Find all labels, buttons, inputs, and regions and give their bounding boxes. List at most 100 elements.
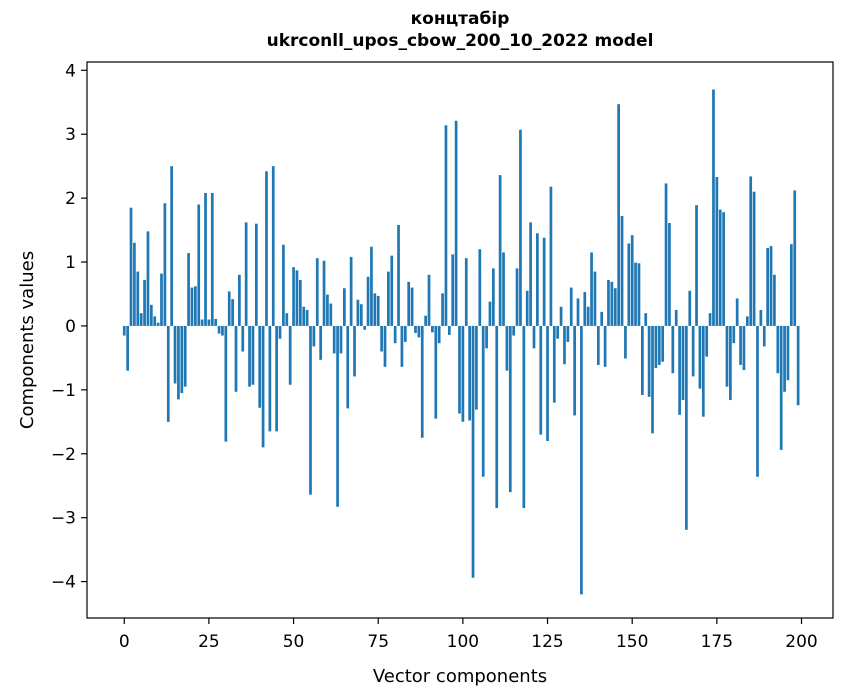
bar xyxy=(295,270,299,326)
bar xyxy=(624,325,627,359)
bar xyxy=(725,325,729,387)
bar xyxy=(437,325,441,344)
bar xyxy=(654,325,658,369)
bar xyxy=(180,325,184,394)
bar xyxy=(160,273,163,326)
bar xyxy=(383,325,387,367)
bar xyxy=(752,191,756,326)
bar xyxy=(133,242,136,326)
bar xyxy=(671,325,675,374)
bar xyxy=(427,274,431,326)
bar xyxy=(387,271,390,326)
x-tick-label: 100 xyxy=(447,632,479,652)
bar xyxy=(505,325,509,371)
bar xyxy=(197,204,201,326)
y-tick-label: 1 xyxy=(65,253,76,273)
bar xyxy=(359,304,363,326)
bar xyxy=(285,313,289,326)
bar xyxy=(515,268,519,326)
bar xyxy=(742,325,746,371)
bar xyxy=(773,274,776,326)
bar xyxy=(244,222,248,326)
bar xyxy=(705,325,709,357)
bar xyxy=(634,262,637,326)
bar xyxy=(776,325,780,374)
y-tick-label: 0 xyxy=(65,317,76,337)
bar xyxy=(268,325,272,432)
bar xyxy=(251,325,255,385)
bar xyxy=(221,325,224,336)
y-tick-label: −3 xyxy=(51,509,76,529)
bar xyxy=(678,325,681,415)
bar xyxy=(315,258,319,326)
bar xyxy=(756,325,759,477)
bar xyxy=(552,325,556,403)
bar xyxy=(607,279,610,326)
bar xyxy=(508,325,512,493)
bar xyxy=(170,166,174,326)
bar xyxy=(322,260,326,326)
bar xyxy=(312,325,316,347)
bar xyxy=(685,325,688,530)
bar xyxy=(478,249,482,326)
bar xyxy=(434,325,438,419)
bar xyxy=(122,325,126,336)
bar xyxy=(498,175,502,326)
bar xyxy=(789,244,793,326)
bar xyxy=(735,298,739,326)
x-tick-label: 125 xyxy=(531,632,563,652)
bar xyxy=(739,325,742,365)
bar xyxy=(282,244,285,326)
bar xyxy=(376,295,380,326)
bar xyxy=(681,325,685,401)
bar xyxy=(139,313,143,326)
bar xyxy=(227,291,231,326)
bar xyxy=(231,299,234,326)
bar xyxy=(749,176,753,326)
bar xyxy=(214,318,218,326)
bar xyxy=(166,325,170,422)
bar xyxy=(407,281,411,326)
y-axis-label: Components values xyxy=(17,251,38,429)
bar xyxy=(502,252,505,326)
bar xyxy=(586,306,590,326)
bar xyxy=(718,209,722,326)
y-tick-label: −1 xyxy=(51,381,76,401)
bar xyxy=(261,325,265,448)
bar xyxy=(779,325,783,450)
x-tick-label: 200 xyxy=(785,632,817,652)
y-tick-label: 3 xyxy=(65,125,76,145)
bar xyxy=(519,129,522,326)
bar xyxy=(326,294,329,326)
bar xyxy=(204,193,207,326)
bar xyxy=(495,325,499,509)
bar xyxy=(546,325,549,441)
bar xyxy=(373,293,377,326)
bar xyxy=(698,325,702,389)
bar xyxy=(414,325,417,333)
bar xyxy=(668,223,671,326)
bar xyxy=(745,316,749,326)
y-tick-label: −2 xyxy=(51,445,76,465)
bar xyxy=(722,212,725,326)
bar xyxy=(126,325,129,371)
bar xyxy=(200,319,204,326)
bar xyxy=(275,325,278,432)
bar xyxy=(630,235,634,326)
bar xyxy=(712,89,715,326)
bar xyxy=(339,325,343,354)
bar xyxy=(329,303,333,326)
bar xyxy=(146,231,150,326)
bar xyxy=(573,325,576,416)
bar xyxy=(224,325,228,442)
bar xyxy=(149,304,153,326)
bar xyxy=(492,268,495,326)
bar xyxy=(248,325,251,387)
bar xyxy=(701,325,705,417)
y-tick-label: 4 xyxy=(65,61,76,81)
y-tick-label: 2 xyxy=(65,189,76,209)
bar xyxy=(786,325,790,381)
bar xyxy=(796,325,800,406)
bar xyxy=(177,325,180,400)
bar xyxy=(627,243,631,326)
